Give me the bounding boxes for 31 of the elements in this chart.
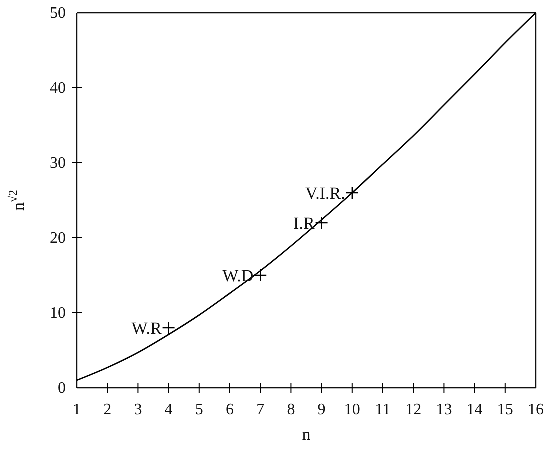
annotation: W.D [222,266,254,286]
point [315,216,328,230]
x-axis-title: n [302,425,312,444]
x-tick-label: 14 [466,401,483,418]
y-tick-label: 40 [50,80,66,98]
x-tick-label: 11 [375,401,391,418]
x-tick-label: 10 [344,401,360,418]
x-tick-label: 1 [73,401,81,418]
point [254,268,268,282]
x-tick-label: 15 [497,401,514,418]
point [346,186,359,200]
y-tick-label: 20 [50,230,66,248]
x-tick-label: 12 [406,401,422,418]
point [162,321,176,335]
x-tick-label: 13 [436,401,452,418]
annotation: W.R [132,319,162,338]
y-tick-label: 30 [50,155,66,172]
x-tick-label: 4 [164,401,173,418]
x-tick-label: 3 [134,401,142,418]
annotation: V.I.R. [306,184,346,203]
y-tick-label: 10 [50,305,66,322]
annotation: I.R [294,214,316,233]
x-tick-label: 16 [528,401,544,418]
y-tick-label: 50 [50,5,66,22]
x-tick-label: 8 [287,401,296,418]
y-tick-label: 0 [58,380,66,398]
x-tick-label: 6 [226,401,234,418]
x-tick-label: 5 [195,401,204,418]
x-tick-label: 7 [256,401,265,418]
x-tick-label: 2 [104,401,112,418]
x-tick-label: 9 [318,401,326,418]
